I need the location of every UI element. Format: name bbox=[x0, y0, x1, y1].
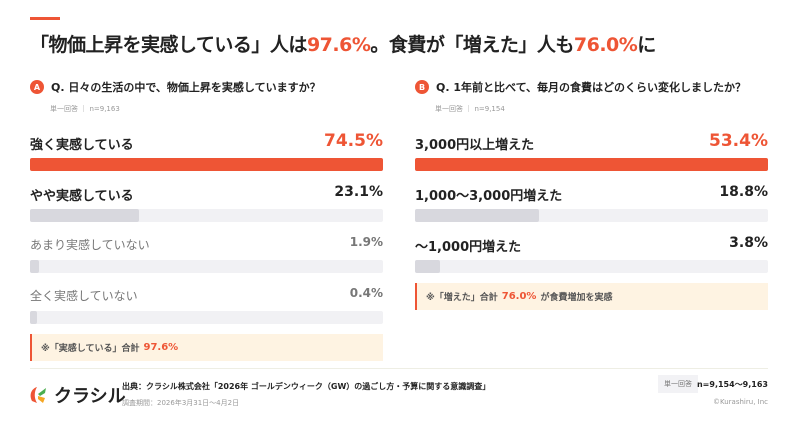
question-text: Q. 1年前と比べて、毎月の食費はどのくらい変化しましたか？ bbox=[436, 81, 747, 94]
bar-value-label: 0.4% bbox=[349, 286, 383, 300]
bar-row: 〜1,000円増えた 3.8% bbox=[415, 232, 768, 283]
sample-size: n=9,163 bbox=[89, 105, 120, 113]
sample-size: n=9,154 bbox=[474, 105, 505, 113]
bar-label: やや実感している bbox=[30, 189, 134, 204]
note-prefix: ※「実感している」合計 bbox=[41, 344, 140, 354]
bar-label: 強く実感している bbox=[30, 138, 134, 153]
bar-value-label: 23.1% bbox=[334, 184, 383, 200]
bar-value-label: 53.4% bbox=[709, 131, 768, 151]
title-accent-bar bbox=[30, 17, 60, 20]
note-value: 76.0% bbox=[501, 291, 537, 302]
bar bbox=[30, 209, 140, 222]
answer-type: 単一回答 bbox=[50, 105, 78, 113]
summary-note: ※「増えた」合計 76.0% が食費増加を実感 bbox=[415, 283, 768, 310]
summary-note: ※「実感している」合計 97.6% bbox=[30, 334, 383, 361]
footer-answer-type: 単一回答 bbox=[658, 375, 698, 393]
bar-row: あまり実感していない 1.9% bbox=[30, 232, 383, 283]
kurashiru-logo: クラシル bbox=[28, 382, 126, 408]
bar bbox=[30, 158, 383, 171]
page-title: 「物価上昇を実感している」人は97.6%。食費が「増えた」人も76.0%に bbox=[30, 34, 656, 56]
note-prefix: ※「増えた」合計 bbox=[426, 293, 498, 303]
bar-row: やや実感している 23.1% bbox=[30, 181, 383, 232]
bar-value-label: 1.9% bbox=[349, 235, 383, 249]
bar-row: 1,000〜3,000円増えた 18.8% bbox=[415, 181, 768, 232]
bar-value-label: 3.8% bbox=[729, 235, 768, 251]
bar-track bbox=[30, 260, 383, 273]
bar bbox=[415, 209, 540, 222]
question-badge: B bbox=[415, 80, 429, 94]
bar bbox=[30, 311, 38, 324]
footer-divider bbox=[30, 368, 768, 369]
note-suffix: が食費増加を実感 bbox=[540, 293, 613, 303]
chart-panel-a: A Q. 日々の生活の中で、物価上昇を実感していますか？ 単一回答 ｜ n=9,1… bbox=[30, 78, 383, 361]
bar-track bbox=[30, 158, 383, 171]
sample-info: 単一回答 ｜ n=9,154 bbox=[435, 105, 505, 113]
bar-track bbox=[415, 260, 768, 273]
question: B Q. 1年前と比べて、毎月の食費はどのくらい変化しましたか？ bbox=[415, 78, 768, 96]
bar bbox=[415, 260, 441, 273]
survey-period: 調査期間：2026年3月31日〜4月2日 bbox=[122, 399, 240, 407]
logo-text: クラシル bbox=[54, 386, 126, 407]
chart-panel-b: B Q. 1年前と比べて、毎月の食費はどのくらい変化しましたか？ 単一回答 ｜ n… bbox=[415, 78, 768, 310]
bar bbox=[30, 260, 39, 273]
bar-row: 全く実感していない 0.4% bbox=[30, 283, 383, 334]
sample-info: 単一回答 ｜ n=9,163 bbox=[50, 105, 120, 113]
bar-label: 3,000円以上増えた bbox=[415, 138, 535, 153]
footer-sample-size: n=9,154〜9,163 bbox=[696, 380, 768, 389]
bar-track bbox=[30, 311, 383, 324]
question-text: Q. 日々の生活の中で、物価上昇を実感していますか？ bbox=[51, 81, 321, 94]
bar bbox=[415, 158, 768, 171]
source-text: 出典：クラシル株式会社「2026年 ゴールデンウィーク（GW）の過ごし方・予算に… bbox=[122, 382, 491, 391]
bar-label: 全く実感していない bbox=[30, 289, 138, 303]
answer-type: 単一回答 bbox=[435, 105, 463, 113]
bar-value-label: 74.5% bbox=[324, 131, 383, 151]
bar-value-label: 18.8% bbox=[719, 184, 768, 200]
bar-label: 〜1,000円増えた bbox=[415, 240, 522, 255]
question: A Q. 日々の生活の中で、物価上昇を実感していますか？ bbox=[30, 78, 383, 96]
bar-label: あまり実感していない bbox=[30, 238, 150, 252]
bar-track bbox=[30, 209, 383, 222]
note-value: 97.6% bbox=[143, 342, 179, 353]
bar-row: 強く実感している 74.5% bbox=[30, 130, 383, 181]
copyright: ©Kurashiru, Inc bbox=[713, 398, 768, 406]
bar-track bbox=[415, 158, 768, 171]
bar-track bbox=[415, 209, 768, 222]
logo-icon bbox=[30, 387, 46, 403]
question-badge: A bbox=[30, 80, 44, 94]
bar-row: 3,000円以上増えた 53.4% bbox=[415, 130, 768, 181]
bar-label: 1,000〜3,000円増えた bbox=[415, 189, 563, 204]
